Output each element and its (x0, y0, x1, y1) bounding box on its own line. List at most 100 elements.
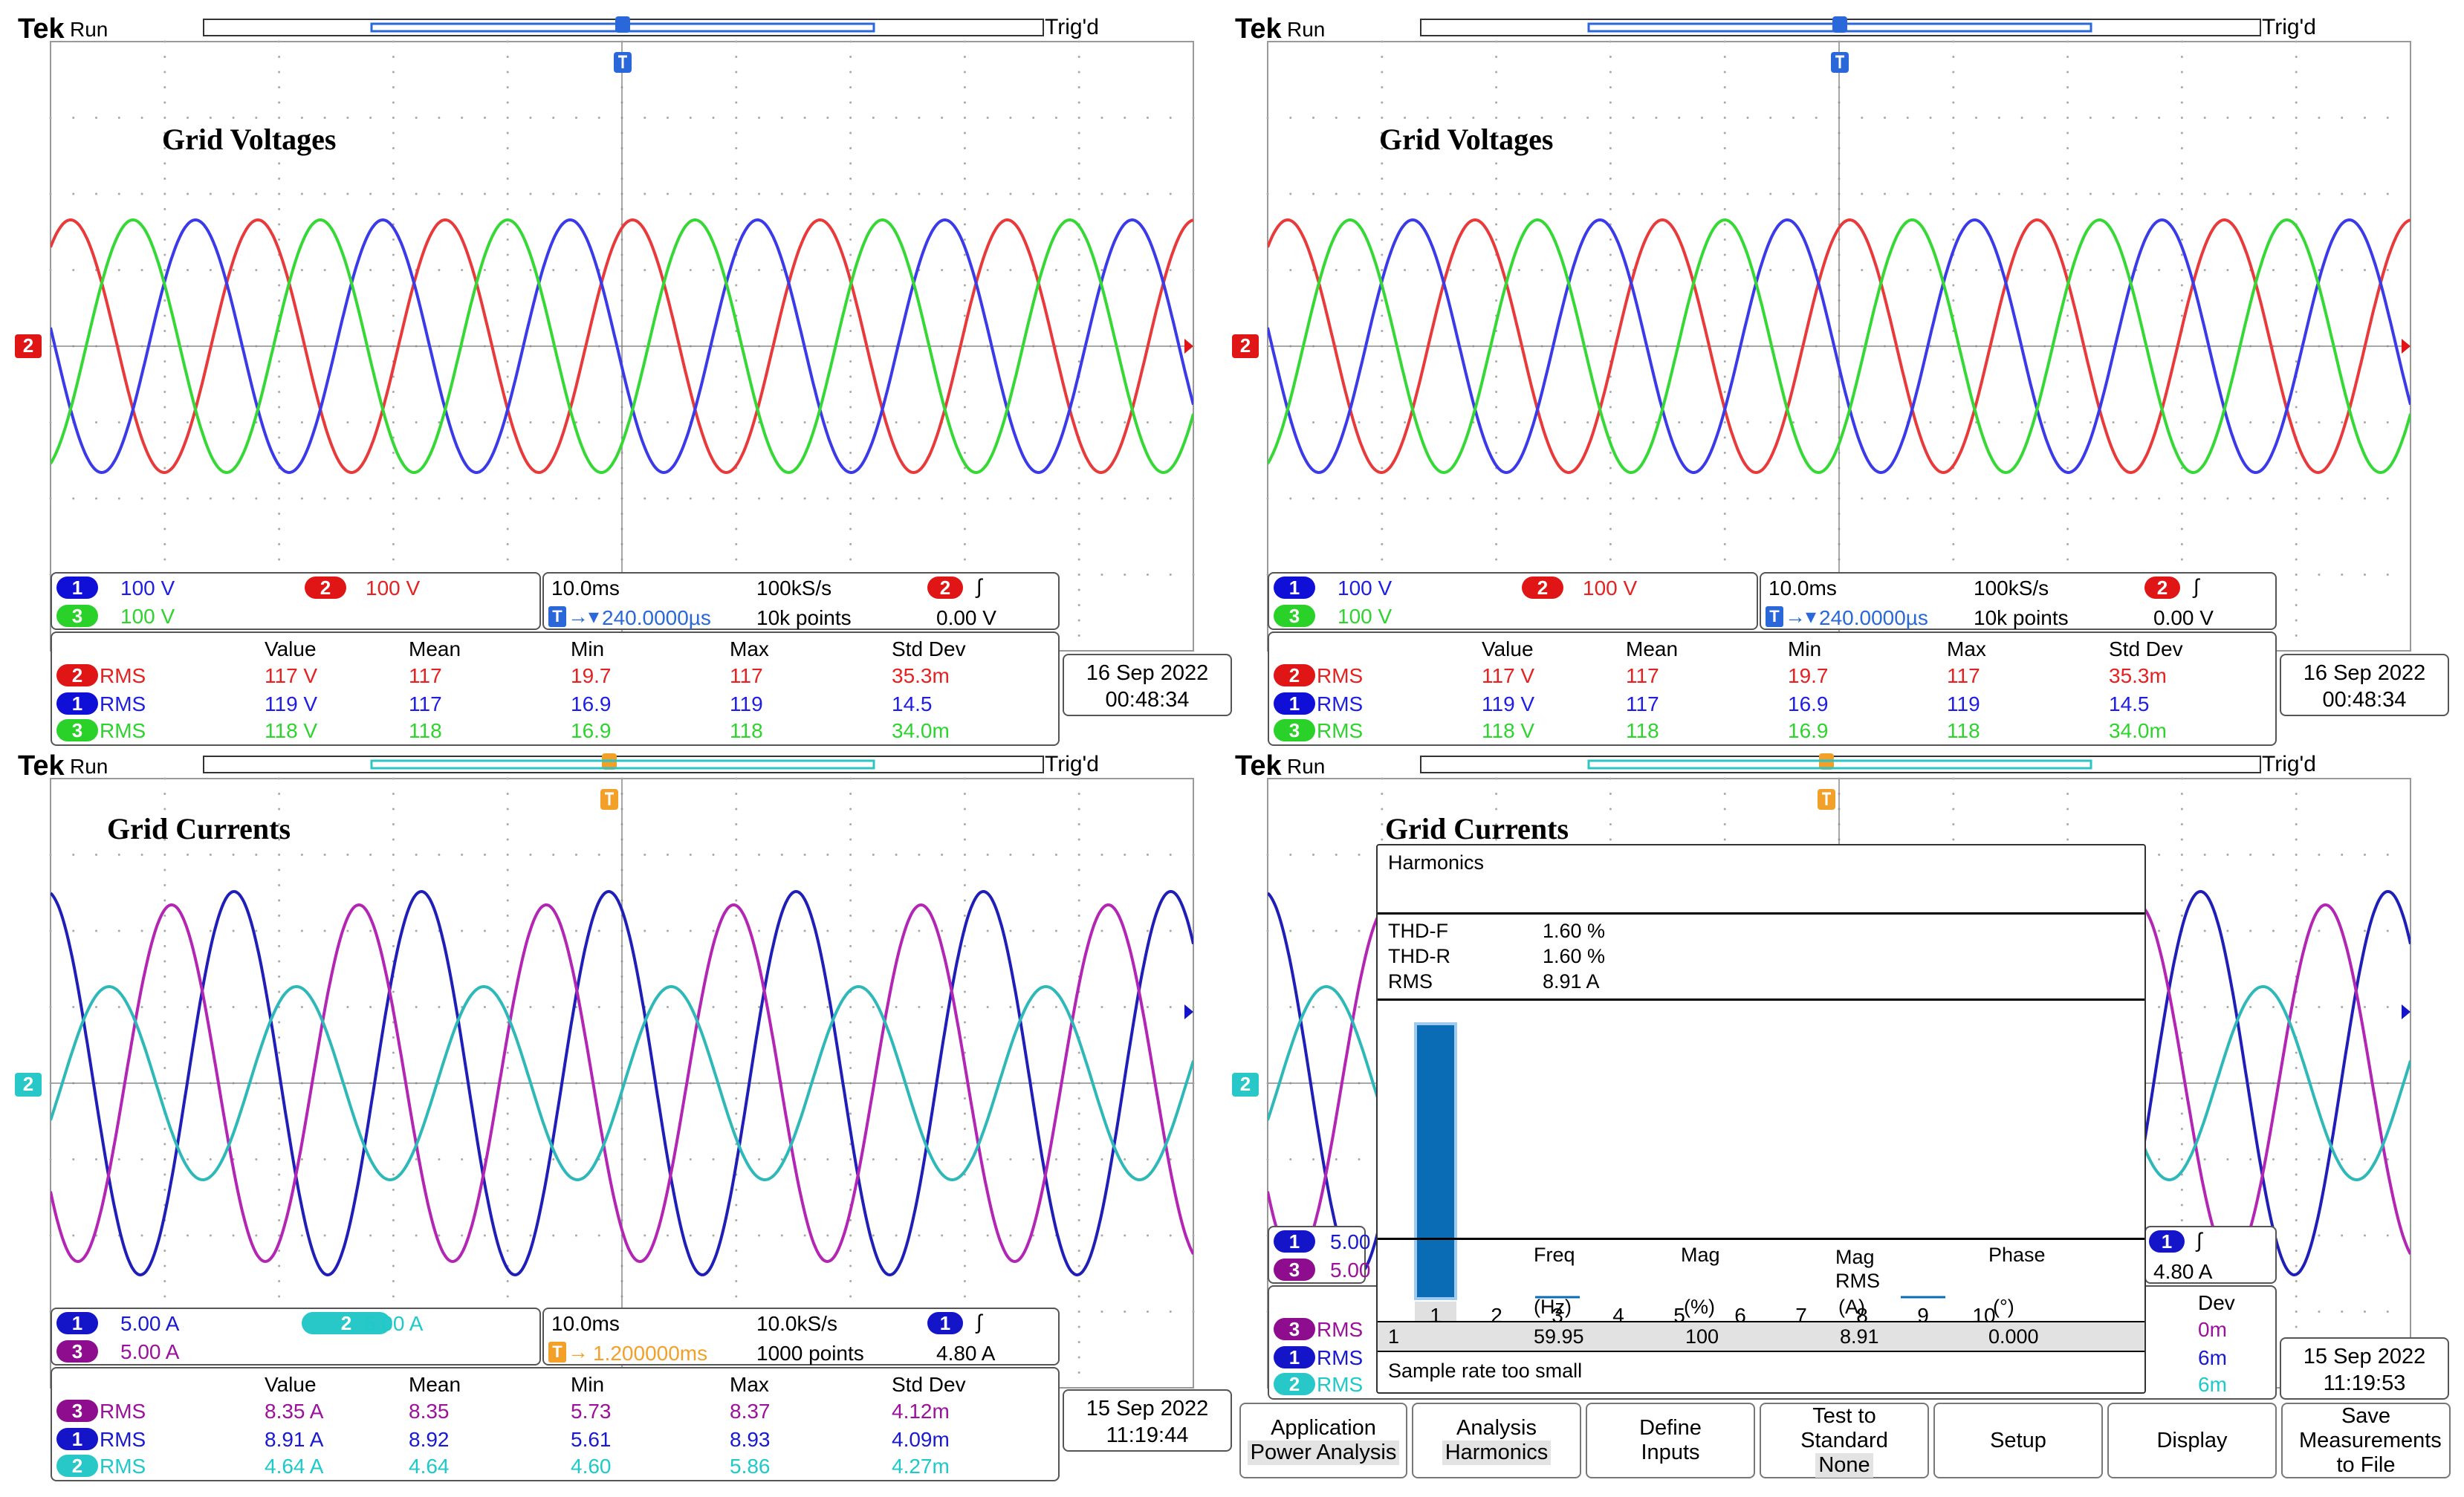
meas-row-mean: 117 (409, 692, 442, 715)
channel-1-scale: 100 V (120, 577, 175, 600)
trigger-channel-badge[interactable]: 1 (927, 1312, 963, 1334)
channel-3-badge[interactable]: 3 (1274, 1259, 1315, 1281)
trigger-edge-icon: ∫ (976, 1311, 982, 1334)
meas-row-type: RMS (100, 664, 146, 687)
meas-header-value: Value (265, 1373, 317, 1396)
meas-row-value: 119 V (1482, 692, 1535, 715)
tr-trigger-marker-icon (1832, 16, 1847, 33)
col-unit-freq: (Hz) (1534, 1296, 1572, 1318)
channel-1-badge[interactable]: 1 (56, 577, 98, 599)
time-per-div: 10.0ms (1768, 577, 1837, 600)
meas-row-stddev: 4.09m (892, 1428, 950, 1451)
channel-scale-panel[interactable]: 1 100 V 2 100 V 3 100 V (51, 572, 541, 630)
timebase-panel[interactable]: 10.0ms 100kS/s 2 ∫ T →▾ 240.0000µs 10k p… (542, 572, 1060, 630)
divider (1378, 998, 2144, 1001)
row-freq: 59.95 (1534, 1325, 1584, 1348)
meas-row-min: 16.9 (571, 719, 612, 742)
timebase-panel[interactable]: 1 ∫ 4.80 A (2144, 1226, 2277, 1284)
trigger-channel-badge[interactable]: 1 (2149, 1230, 2185, 1253)
analysis-value: Harmonics (1442, 1441, 1552, 1465)
divider (1378, 1321, 2144, 1322)
meas-row-type: RMS (1317, 664, 1364, 687)
meas-row-value: 4.64 A (265, 1455, 324, 1478)
meas-row-type: RMS (100, 1428, 146, 1451)
channel-1-badge[interactable]: 1 (1274, 1230, 1315, 1253)
ground-level-marker[interactable]: 2 (15, 334, 42, 358)
trig-status: Trig'd (1045, 752, 1099, 776)
meas-row-type: RMS (1317, 719, 1364, 742)
tr-wave-ch2 (1268, 218, 2410, 475)
define-inputs-button[interactable]: Define Inputs (1586, 1403, 1755, 1478)
tr-wave-ch1 (1268, 218, 2410, 475)
analysis-button[interactable]: Analysis Harmonics (1412, 1403, 1581, 1478)
trigger-channel-badge[interactable]: 2 (2144, 577, 2180, 599)
meas-row-max: 118 (730, 719, 763, 742)
channel-2-badge[interactable]: 2 (305, 577, 346, 599)
timebase-panel[interactable]: 10.0ms 10.0kS/s 1 ∫ T → 1.200000ms 1000 … (542, 1308, 1060, 1366)
meas-row-channel-badge: 2 (1274, 664, 1315, 686)
meas-row-mean: 118 (1626, 719, 1659, 742)
analysis-label: Analysis (1456, 1416, 1537, 1440)
channel-scale-panel[interactable]: 1 5.00 3 5.00 (1268, 1226, 1371, 1284)
table-row[interactable]: 1 59.95 100 8.91 0.000 (1378, 1322, 2144, 1351)
channel-2-badge[interactable]: 2 (302, 1312, 391, 1334)
meas-header-stddev: Std Dev (2109, 637, 2183, 660)
save-measurements-label: Save Measurements to File (2299, 1404, 2442, 1477)
tl-wave-ch2 (51, 218, 1193, 475)
channel-scale-panel[interactable]: 1 5.00 A 2 5.00 A 3 5.00 A (51, 1308, 541, 1366)
meas-row-channel-badge: 2 (56, 1455, 98, 1477)
channel-1-badge[interactable]: 1 (1274, 577, 1315, 599)
measurement-panel[interactable]: Value Mean Min Max Std Dev 2 RMS 117 V 1… (1268, 631, 2277, 746)
meas-header-stddev: Dev (2198, 1291, 2235, 1314)
trig-status: Trig'd (2262, 752, 2316, 776)
trigger-channel-badge[interactable]: 2 (927, 577, 963, 599)
setup-button[interactable]: Setup (1933, 1403, 2103, 1478)
meas-row-min: 4.60 (571, 1455, 612, 1478)
meas-row-mean: 118 (409, 719, 442, 742)
trigger-position-icon: T (548, 1342, 566, 1363)
test-to-standard-value: None (1815, 1453, 1873, 1478)
tr-trigger-t-glyph (1835, 55, 1844, 68)
channel-3-badge[interactable]: 3 (56, 1340, 98, 1363)
time-label: 00:48:34 (2322, 688, 2407, 712)
display-button[interactable]: Display (2107, 1403, 2277, 1478)
channel-scale-panel[interactable]: 1 100 V 2 100 V 3 100 V (1268, 572, 1758, 630)
save-measurements-button[interactable]: Save Measurements to File (2281, 1403, 2451, 1478)
meas-row-value: 117 V (265, 664, 318, 687)
date-label: 15 Sep 2022 (2303, 1345, 2426, 1368)
channel-3-badge[interactable]: 3 (1274, 605, 1315, 627)
rms-label: RMS (1388, 970, 1433, 993)
tl-wave-ch3 (51, 218, 1193, 475)
meas-row-max: 119 (1947, 692, 1980, 715)
ground-level-marker[interactable]: 2 (1232, 1073, 1259, 1097)
trigger-position-icon: T (1766, 606, 1783, 627)
sample-rate: 100kS/s (1974, 577, 2049, 600)
meas-row-stddev: 35.3m (2109, 664, 2167, 687)
application-label: Application (1271, 1416, 1376, 1440)
meas-row-mean: 8.35 (409, 1400, 450, 1423)
harmonics-panel[interactable]: Harmonics THD-F 1.60 % THD-R 1.60 % RMS … (1376, 844, 2146, 1394)
harmonic-bar-1[interactable] (1414, 1022, 1457, 1300)
channel-3-badge[interactable]: 3 (56, 605, 98, 627)
scope-top-right: Tek Run Trig'd Grid Voltages 1 100 V 2 1… (1217, 0, 2464, 1497)
test-to-standard-button[interactable]: Test to Standard None (1760, 1403, 1929, 1478)
trigger-edge-icon: ∫ (976, 575, 982, 598)
measurement-panel[interactable]: Value Mean Min Max Std Dev 3 RMS 8.35 A … (51, 1367, 1060, 1481)
measurement-panel[interactable]: Value Mean Min Max Std Dev 2 RMS 117 V 1… (51, 631, 1060, 746)
timebase-panel[interactable]: 10.0ms 100kS/s 2 ∫ T →▾ 240.0000µs 10k p… (1760, 572, 2277, 630)
meas-row-type: RMS (100, 1455, 146, 1478)
channel-1-badge[interactable]: 1 (56, 1312, 98, 1334)
col-header-freq: Freq (1534, 1244, 1575, 1266)
tl-trigger-t-glyph (618, 55, 627, 68)
meas-row-min: 19.7 (1788, 664, 1829, 687)
application-button[interactable]: Application Power Analysis (1239, 1403, 1407, 1478)
channel-2-badge[interactable]: 2 (1522, 577, 1563, 599)
br-record-window-cyan (1587, 759, 2092, 770)
ground-level-marker[interactable]: 2 (1232, 334, 1259, 358)
ground-level-marker[interactable]: 2 (15, 1073, 42, 1097)
meas-header-max: Max (730, 637, 769, 660)
channel-1-scale: 5.00 A (120, 1312, 180, 1335)
meas-header-mean: Mean (409, 1373, 461, 1396)
harmonics-bar-chart[interactable]: 1 2 3 4 5 6 7 8 9 10 (1378, 1001, 2144, 1343)
